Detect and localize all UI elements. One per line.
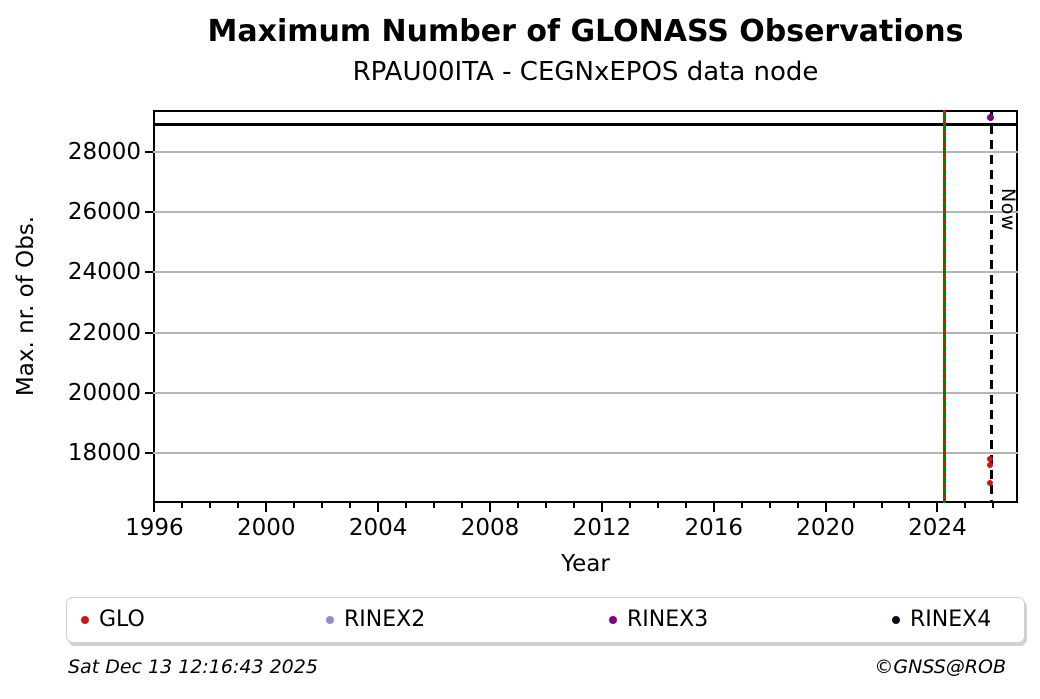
event-line-red-dashed xyxy=(942,110,946,503)
x-tick-minor xyxy=(461,503,464,508)
x-tick-label: 2000 xyxy=(236,515,296,541)
legend-marker-glo-icon xyxy=(81,616,89,624)
gridline xyxy=(153,210,1018,213)
y-tick-label: 20000 xyxy=(67,379,141,406)
chart-subtitle: RPAU00ITA - CEGNxEPOS data node xyxy=(352,57,819,87)
y-tick-label: 26000 xyxy=(67,198,141,225)
x-tick-minor xyxy=(880,503,883,508)
legend-marker-rinex3-icon xyxy=(609,616,617,624)
x-tick-major xyxy=(265,503,268,512)
y-tick-label: 24000 xyxy=(67,259,141,286)
y-tick xyxy=(145,331,153,334)
x-tick-minor xyxy=(572,503,575,508)
now-line xyxy=(990,110,994,503)
legend-marker-rinex2-icon xyxy=(326,616,334,624)
legend-label: RINEX3 xyxy=(627,607,709,632)
y-tick-label: 22000 xyxy=(67,319,141,346)
now-label: Now xyxy=(996,188,1019,231)
x-tick-major xyxy=(488,503,491,512)
legend-label: GLO xyxy=(99,607,145,632)
x-tick-major xyxy=(377,503,380,512)
x-tick-major xyxy=(824,503,827,512)
x-tick-label: 2020 xyxy=(796,515,855,541)
y-tick xyxy=(145,452,153,455)
plot-layer xyxy=(153,110,1018,503)
y-tick-label: 28000 xyxy=(67,138,141,165)
gridline xyxy=(153,452,1018,455)
y-axis-label: Max. nr. of Obs. xyxy=(13,215,39,397)
x-tick-minor xyxy=(908,503,911,508)
x-tick-label: 2008 xyxy=(460,515,520,541)
x-tick-minor xyxy=(768,503,771,508)
x-tick-minor xyxy=(293,503,296,508)
x-tick-minor xyxy=(516,503,519,508)
x-tick-label: 2012 xyxy=(572,515,632,541)
data-point-glo xyxy=(987,461,994,468)
x-tick-minor xyxy=(992,503,995,508)
legend-label: RINEX4 xyxy=(910,607,992,632)
legend-item-rinex4: RINEX4 xyxy=(892,598,991,642)
x-tick-minor xyxy=(433,503,436,508)
x-tick-minor xyxy=(852,503,855,508)
legend-item-glo: GLO xyxy=(81,598,145,642)
gridline xyxy=(153,271,1018,274)
x-tick-major xyxy=(153,503,156,512)
x-tick-label: 2004 xyxy=(348,515,408,541)
legend-item-rinex2: RINEX2 xyxy=(326,598,425,642)
x-tick-major xyxy=(600,503,603,512)
x-tick-label: 1996 xyxy=(125,515,184,541)
footer-timestamp: Sat Dec 13 12:16:43 2025 xyxy=(68,656,318,678)
x-tick-minor xyxy=(321,503,324,508)
legend-label: RINEX2 xyxy=(344,607,426,632)
y-tick-label: 18000 xyxy=(67,440,141,467)
x-tick-major xyxy=(712,503,715,512)
x-tick-minor xyxy=(544,503,547,508)
y-tick xyxy=(145,391,153,394)
x-tick-minor xyxy=(209,503,212,508)
y-tick xyxy=(145,271,153,274)
legend: GLO RINEX2 RINEX3 RINEX4 xyxy=(66,597,1025,643)
gridline xyxy=(153,150,1018,153)
x-tick-label: 2016 xyxy=(684,515,743,541)
y-tick xyxy=(145,150,153,153)
x-tick-minor xyxy=(796,503,799,508)
x-tick-minor xyxy=(740,503,743,508)
legend-marker-rinex4-icon xyxy=(892,616,900,624)
legend-item-rinex3: RINEX3 xyxy=(609,598,708,642)
data-point-rinex3 xyxy=(986,114,994,122)
x-axis-label: Year xyxy=(561,551,610,577)
data-point-glo xyxy=(987,455,994,462)
gridline xyxy=(153,331,1018,334)
x-tick-minor xyxy=(181,503,184,508)
footer-credit: ©GNSS@ROB xyxy=(874,656,1006,678)
chart-title: Maximum Number of GLONASS Observations xyxy=(207,14,964,49)
x-tick-label: 2024 xyxy=(908,515,967,541)
gridline xyxy=(153,391,1018,394)
x-tick-minor xyxy=(405,503,408,508)
x-tick-major xyxy=(936,503,939,512)
x-tick-minor xyxy=(684,503,687,508)
x-tick-minor xyxy=(964,503,967,508)
data-point-glo xyxy=(987,479,994,486)
x-tick-minor xyxy=(628,503,631,508)
max-obs-line xyxy=(153,122,1018,126)
x-tick-minor xyxy=(656,503,659,508)
x-tick-minor xyxy=(237,503,240,508)
y-tick xyxy=(145,210,153,213)
plot-area xyxy=(153,110,1018,503)
x-tick-minor xyxy=(349,503,352,508)
